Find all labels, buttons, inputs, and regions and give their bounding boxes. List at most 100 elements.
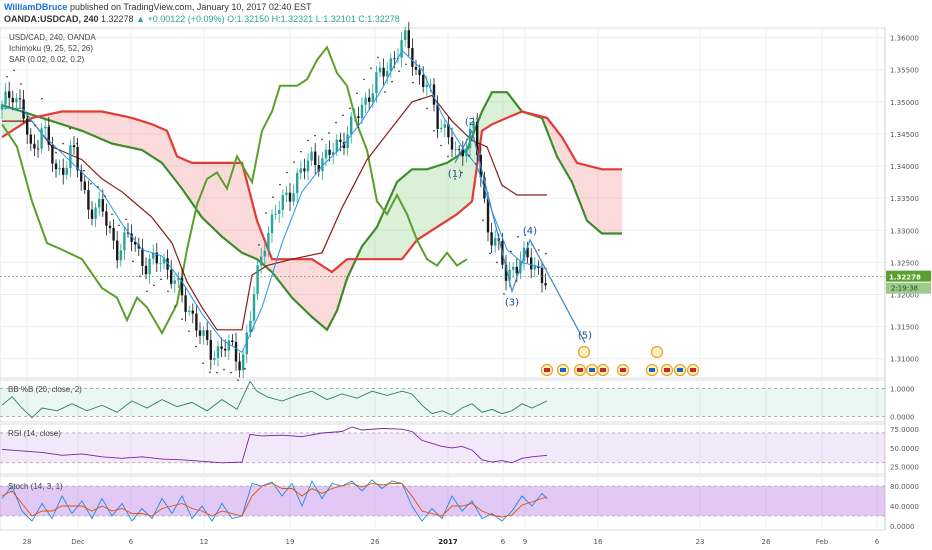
elliott-wave-line [454, 129, 586, 343]
candle-body [130, 233, 133, 242]
countdown-tag [886, 282, 931, 294]
ichimoku-cloud-slice [32, 114, 35, 118]
ichimoku-cloud-slice [574, 157, 577, 188]
candle-body [198, 330, 202, 336]
ichimoku-cloud-slice [586, 165, 589, 219]
ichimoku-cloud-slice [252, 201, 255, 258]
ichimoku-cloud-slice [150, 123, 153, 156]
candle-body [360, 104, 364, 119]
sar-dot [237, 379, 239, 381]
ichimoku-cloud-slice [606, 169, 609, 234]
bb-panel-label[interactable]: BB %B (20, close, 2) [8, 385, 82, 394]
ichimoku-label[interactable]: Ichimoku (9, 25, 52, 26) [9, 44, 94, 53]
ichimoku-cloud-slice [340, 265, 343, 301]
candle-body [202, 330, 205, 336]
candle-body [83, 181, 86, 190]
ichimoku-cloud-slice [118, 114, 121, 145]
candle-body [80, 170, 83, 182]
bb-percent-b-line [1, 380, 548, 419]
price-tick-label: 1.32000 [890, 292, 919, 300]
ichimoku-cloud-slice [580, 163, 583, 203]
ichimoku-cloud-slice [222, 162, 225, 237]
candle-body [490, 232, 493, 246]
ichimoku-cloud-slice [454, 158, 457, 217]
ichimoku-cloud-slice [464, 151, 467, 209]
event-flag-mark [690, 368, 696, 372]
candle-body [155, 252, 158, 264]
candle-body [11, 97, 14, 103]
sar-dot [62, 142, 64, 145]
ichimoku-cloud-slice [398, 181, 401, 260]
sar-dot [328, 132, 330, 134]
sar-dot [146, 290, 148, 293]
ichimoku-cloud-slice [440, 165, 443, 226]
ichimoku-cloud-slice [342, 263, 345, 295]
sar-dot [496, 261, 498, 264]
ichimoku-cloud-slice [570, 150, 573, 179]
sar-dot [167, 290, 169, 293]
ichimoku-cloud-slice [386, 206, 389, 260]
candle-body [436, 104, 439, 129]
ichimoku-cloud-slice [410, 170, 413, 249]
candle-body [504, 264, 508, 281]
sar-label[interactable]: SAR (0.02, 0.02, 0.2) [9, 55, 85, 64]
indicator-tick-label: 1.0000 [890, 385, 915, 393]
ichimoku-cloud-slice [562, 137, 565, 166]
ichimoku-cloud-slice [250, 193, 253, 257]
price-tick-label: 1.36000 [890, 35, 919, 43]
candle-body [530, 257, 533, 270]
candle-body [522, 247, 526, 261]
sar-dot [118, 224, 120, 227]
ichimoku-cloud-slice [382, 215, 385, 260]
ichimoku-cloud-slice [402, 177, 405, 260]
candle-body [116, 240, 119, 261]
ichimoku-cloud-slice [88, 111, 91, 134]
ichimoku-cloud-slice [564, 140, 567, 169]
ichimoku-cloud-slice [182, 158, 185, 189]
sar-dot [461, 171, 463, 174]
sar-dot [342, 114, 344, 116]
ichimoku-cloud-slice [496, 92, 499, 123]
ichimoku-cloud-slice [430, 168, 433, 232]
x-tick-label: 19 [286, 538, 295, 546]
candle-body [386, 70, 389, 77]
ichimoku-cloud-slice [546, 117, 549, 129]
ichimoku-cloud-slice [566, 144, 569, 172]
ichimoku-cloud-slice [12, 108, 15, 131]
price-tick-label: 1.35500 [890, 67, 919, 75]
rsi-panel-label[interactable]: RSI (14, close) [8, 429, 61, 438]
author-link[interactable]: WilliamDBruce [4, 2, 68, 12]
ichimoku-cloud-slice [254, 209, 257, 258]
ichimoku-cloud-slice [308, 259, 311, 314]
ichimoku-cloud-slice [14, 108, 17, 130]
ichimoku-cloud-slice [298, 259, 301, 304]
stoch-panel-label[interactable]: Stoch (14, 3, 1) [8, 482, 63, 491]
x-tick-label: 6 [129, 538, 134, 546]
ichimoku-cloud-slice [218, 162, 221, 233]
candle-body [245, 332, 248, 355]
candle-body [260, 256, 263, 266]
sar-dot [104, 195, 106, 198]
candle-body [141, 248, 144, 266]
ichimoku-cloud-slice [42, 115, 45, 118]
sar-dot [370, 67, 372, 69]
sar-dot [13, 69, 15, 72]
sar-dot [251, 329, 253, 332]
candle-body [137, 244, 140, 249]
ichimoku-cloud-slice [590, 166, 593, 224]
ichimoku-cloud-slice [334, 270, 337, 317]
sar-dot [27, 115, 29, 118]
ichimoku-cloud-slice [446, 163, 449, 222]
sar-dot [272, 196, 274, 199]
ichimoku-cloud-slice [426, 169, 429, 235]
ichimoku-cloud-slice [344, 261, 347, 289]
ichimoku-cloud-slice [224, 162, 227, 239]
chikou-span-line [1, 45, 468, 336]
ichimoku-cloud-slice [324, 266, 327, 328]
ichimoku-cloud-slice [572, 154, 575, 183]
x-tick-label: 9 [523, 538, 527, 546]
ichimoku-cloud-slice [126, 116, 129, 147]
candle-body [26, 118, 29, 135]
sar-dot [384, 91, 386, 93]
